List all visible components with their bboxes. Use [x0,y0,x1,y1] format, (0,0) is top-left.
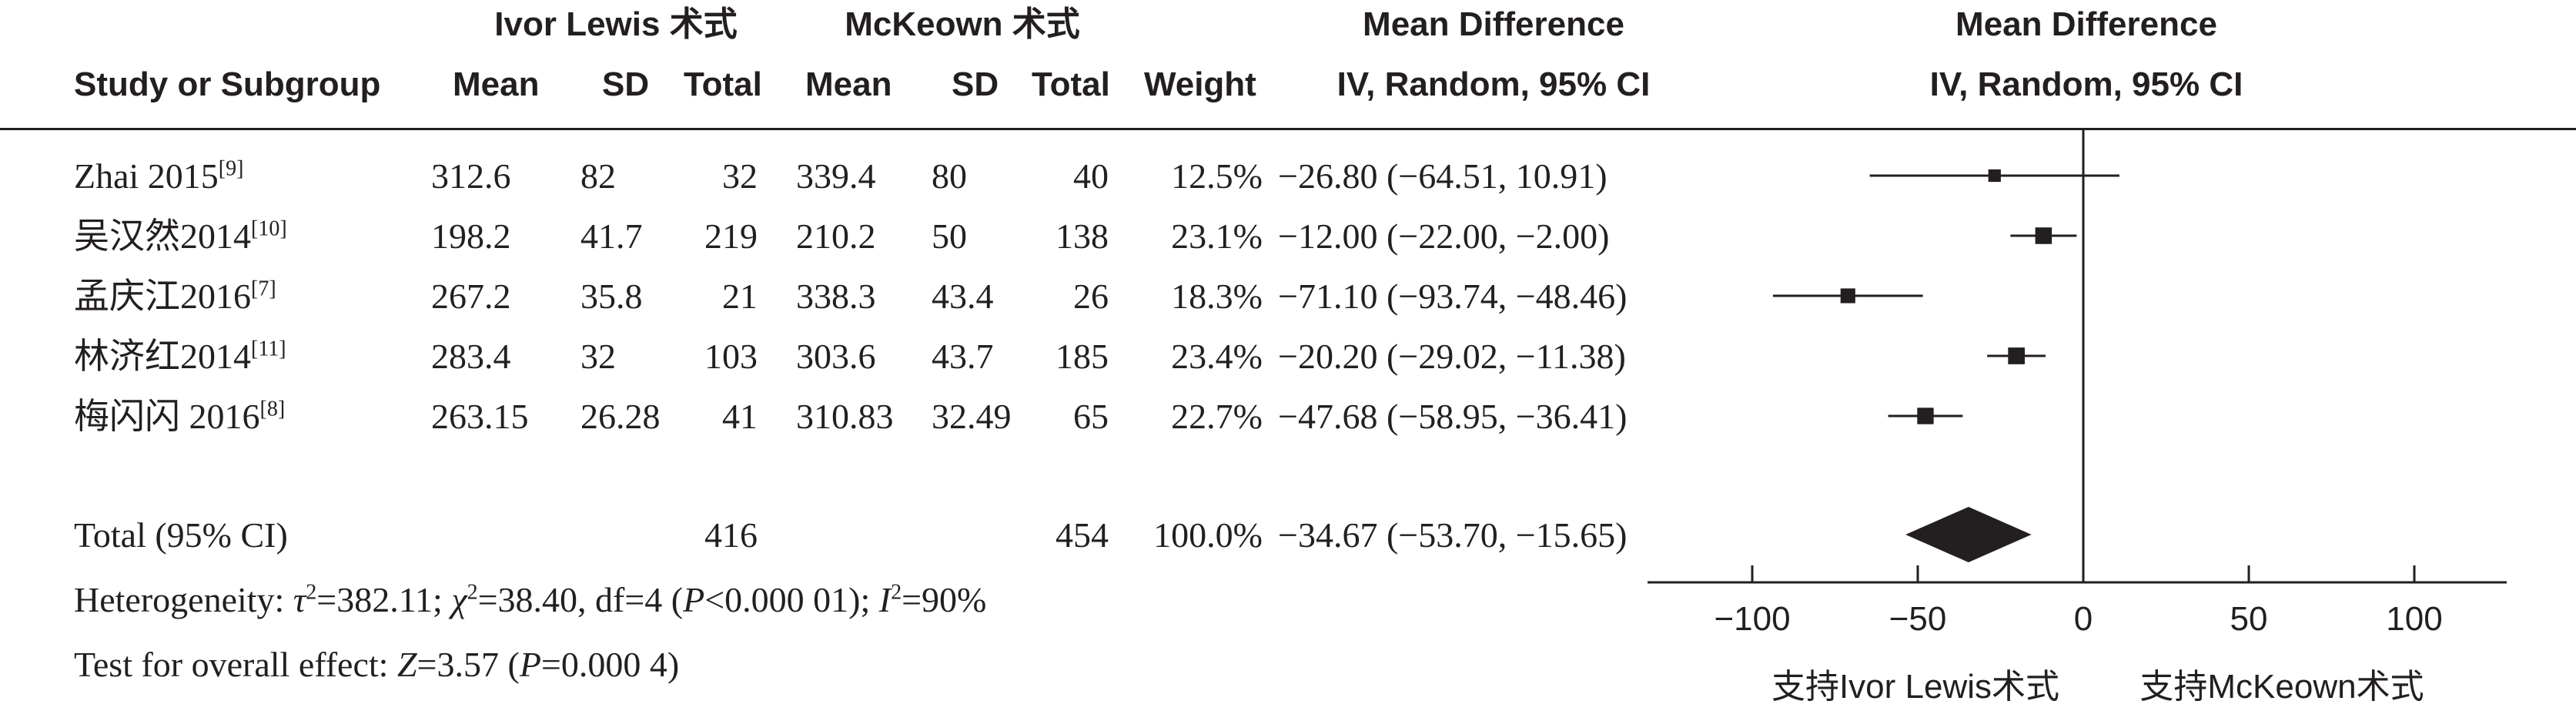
total2-column-header: Total [1032,65,1110,103]
md-column-title: Mean Difference [1363,5,1624,43]
total-weight-value: 100.0% [1153,515,1263,555]
mean2-value: 210.2 [796,216,876,256]
total1-column-header: Total [684,65,762,103]
study-estimate-marker [1988,169,2001,183]
ci-value: −12.00 (−22.00, −2.00) [1278,216,1610,256]
sd1-value: 26.28 [580,397,661,436]
total2-value: 26 [1073,277,1109,316]
total1-value: 32 [722,156,758,196]
mean1-value: 198.2 [431,216,511,256]
md-method-header: IV, Random, 95% CI [1337,65,1651,103]
sd2-column-header: SD [952,65,999,103]
total1-value: 21 [722,277,758,316]
weight-value: 22.7% [1171,397,1263,436]
total-label: Total (95% CI) [74,515,288,555]
sd1-column-header: SD [602,65,650,103]
total2-value: 65 [1073,397,1109,436]
mean1-value: 312.6 [431,156,511,196]
total1-value: 219 [704,216,758,256]
study-name: 孟庆江2016[7] [74,277,276,316]
total1-value: 41 [722,397,758,436]
study-column-header: Study or Subgroup [74,65,381,103]
total2-value: 454 [1055,515,1109,555]
x-axis-tick-label: 50 [2230,600,2268,638]
mean2-value: 303.6 [796,337,876,376]
total2-value: 40 [1073,156,1109,196]
study-name: Zhai 2015[9] [74,156,244,196]
x-axis-tick-label: 100 [2386,600,2442,638]
sd1-value: 41.7 [580,216,643,256]
ci-value: −71.10 (−93.74, −48.46) [1278,277,1628,316]
pooled-diamond [1905,507,2032,562]
total1-value: 416 [704,515,758,555]
favours-left-label: 支持Ivor Lewis术式 [1771,668,2059,706]
x-axis-tick-label: −50 [1889,600,1947,638]
sd1-value: 32 [580,337,616,376]
sd2-value: 43.4 [932,277,994,316]
ci-value: −20.20 (−29.02, −11.38) [1278,337,1626,376]
weight-value: 23.1% [1171,216,1263,256]
weight-column-header: Weight [1144,65,1256,103]
total1-value: 103 [704,337,758,376]
mean1-value: 267.2 [431,277,511,316]
mean1-column-header: Mean [453,65,540,103]
weight-value: 12.5% [1171,156,1263,196]
x-axis-tick-label: 0 [2074,600,2093,638]
weight-value: 23.4% [1171,337,1263,376]
study-estimate-marker [1840,288,1855,304]
sd2-value: 43.7 [932,337,994,376]
total2-value: 138 [1055,216,1109,256]
sd1-value: 82 [580,156,616,196]
sd2-value: 80 [932,156,967,196]
study-reference: [9] [218,156,244,181]
mean2-value: 339.4 [796,156,876,196]
total2-value: 185 [1055,337,1109,376]
overall-effect-text: Test for overall effect: Z=3.57 (P=0.000… [74,645,680,684]
study-name: 梅闪闪 2016[8] [74,397,286,436]
header-rule [0,128,2576,130]
weight-value: 18.3% [1171,277,1263,316]
study-reference: [8] [259,397,286,421]
mean1-value: 283.4 [431,337,511,376]
plot-method-header: IV, Random, 95% CI [1929,65,2243,103]
mean2-column-header: Mean [805,65,892,103]
x-axis-tick-label: −100 [1714,600,1790,638]
group2-title: McKeown 术式 [845,5,1080,43]
study-reference: [7] [251,277,276,301]
ci-value: −26.80 (−64.51, 10.91) [1278,156,1607,196]
sd2-value: 32.49 [932,397,1012,436]
mean2-value: 310.83 [796,397,894,436]
total-ci-value: −34.67 (−53.70, −15.65) [1278,515,1628,555]
favours-right-label: 支持McKeown术式 [2139,668,2424,706]
study-name: 吴汉然2014[10] [74,216,287,256]
study-estimate-marker [2008,347,2025,364]
plot-title: Mean Difference [1955,5,2217,43]
study-name: 林济红2014[11] [74,337,286,376]
mean2-value: 338.3 [796,277,876,316]
study-reference: [11] [251,337,286,361]
ci-value: −47.68 (−58.95, −36.41) [1278,397,1628,436]
group1-title: Ivor Lewis 术式 [494,5,738,43]
study-reference: [10] [251,216,287,241]
sd2-value: 50 [932,216,967,256]
sd1-value: 35.8 [580,277,643,316]
study-estimate-marker [2035,227,2052,244]
study-estimate-marker [1917,407,1934,424]
heterogeneity-text: Heterogeneity: τ2=382.11; χ2=38.40, df=4… [74,580,987,619]
